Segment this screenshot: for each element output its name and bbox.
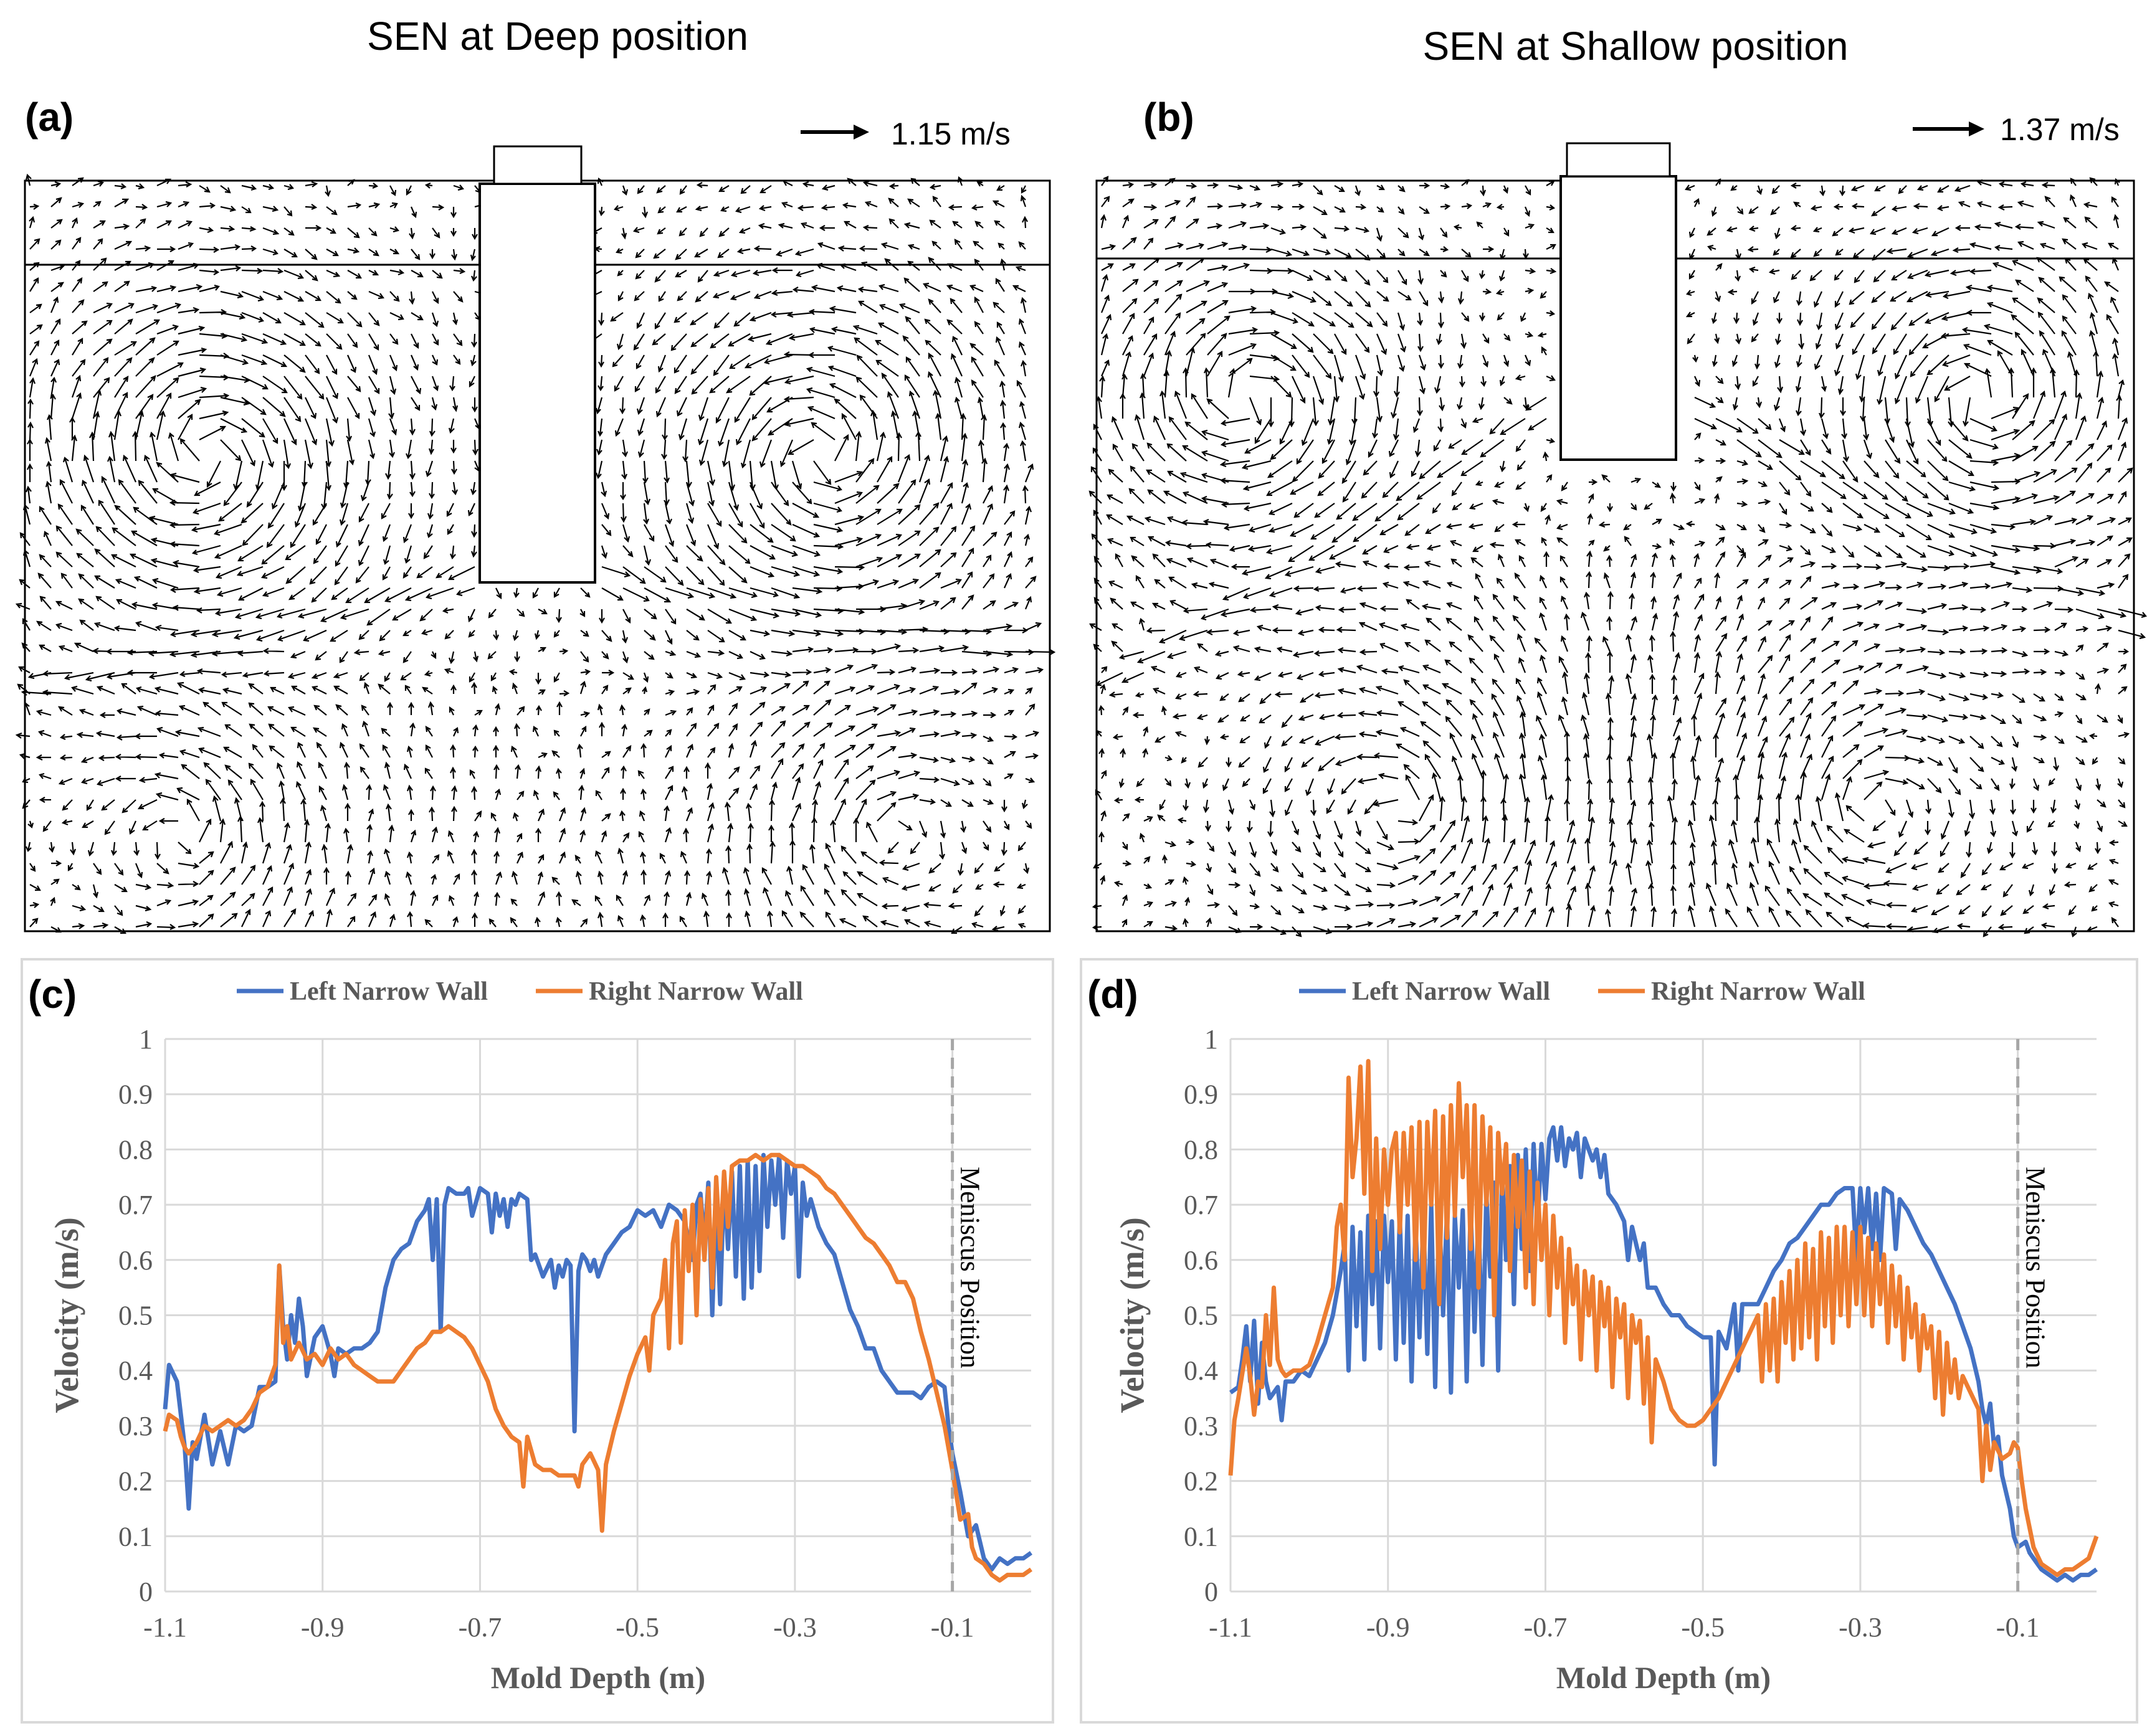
y-tick-label: 0.1 [1184,1521,1218,1552]
chart-c: (c) Left Narrow Wall Right Narrow Wall 0… [21,958,1054,1724]
x-tick-label: -0.5 [616,1612,659,1643]
y-tick-label: 0.2 [118,1466,153,1497]
series-line-left-narrow-wall-d [1229,1125,2098,1583]
y-tick-label: 0.6 [1184,1245,1218,1276]
legend-label-right-c: Right Narrow Wall [589,977,803,1006]
x-tick-label: -0.7 [1524,1612,1568,1643]
y-tick-label: 0.2 [1184,1466,1218,1497]
y-tick-label: 0.5 [1184,1301,1218,1331]
nozzle-b [1559,175,1677,461]
y-tick-label: 0.8 [118,1134,153,1165]
y-tick-label: 1 [1204,1024,1218,1055]
y-tick-label: 0.8 [1184,1134,1218,1165]
meniscus-label-c: Meniscus Position [955,1167,986,1368]
nozzle-top-a [493,145,583,185]
x-tick-label: -0.7 [459,1612,502,1643]
scale-label-a: 1.15 m/s [891,116,1011,151]
y-axis-title-c: Velocity (m/s) [48,1217,85,1413]
y-tick-label: 0.7 [1184,1190,1218,1220]
panel-label-c: (c) [28,972,77,1017]
flow-panel-b: (b) 1.37 m/s [1088,95,2147,937]
nozzle-a [478,183,596,584]
y-tick-label: 0.9 [1184,1079,1218,1110]
scale-arrowhead-a [854,125,869,140]
panel-label-d: (d) [1087,972,1138,1017]
x-tick-label: -0.3 [1839,1612,1882,1643]
panel-label-a: (a) [25,95,74,140]
y-tick-label: 1 [139,1024,153,1055]
y-tick-label: 0 [139,1577,153,1607]
velocity-vectors-a [15,173,1056,934]
x-tick-label: -0.1 [931,1612,974,1643]
y-tick-label: 0.9 [118,1079,153,1110]
series-line-left-narrow-wall-c [163,1152,1033,1572]
legend-label-left-d: Left Narrow Wall [1352,977,1550,1006]
heading-right: SEN at Shallow position [1422,24,1848,69]
panel-label-b: (b) [1143,95,1194,140]
x-axis-title-d: Mold Depth (m) [1556,1660,1771,1695]
y-tick-label: 0.6 [118,1245,153,1276]
vector-field-arrows [1088,176,2147,937]
x-tick-label: -1.1 [1209,1612,1252,1643]
legend-label-right-d: Right Narrow Wall [1651,977,1865,1006]
y-tick-label: 0.7 [118,1190,153,1220]
y-tick-label: 0.5 [118,1301,153,1331]
x-axis-title-c: Mold Depth (m) [491,1660,705,1695]
flow-panel-a: (a) 1.15 m/s [15,95,1056,934]
y-axis-title-d: Velocity (m/s) [1113,1217,1151,1413]
x-tick-label: -0.5 [1681,1612,1725,1643]
x-tick-label: -0.3 [773,1612,817,1643]
x-tick-label: -0.9 [1366,1612,1410,1643]
vector-field-arrows [15,173,1056,934]
chart-frame-c [21,958,1054,1724]
y-tick-label: 0.3 [118,1411,153,1441]
chart-d: (d) Left Narrow Wall Right Narrow Wall 0… [1080,958,2138,1724]
y-tick-label: 0.3 [1184,1411,1218,1441]
x-tick-label: -0.9 [301,1612,345,1643]
heading-left: SEN at Deep position [367,14,748,59]
legend-label-left-c: Left Narrow Wall [290,977,488,1006]
x-tick-label: -1.1 [143,1612,187,1643]
x-tick-label: -0.1 [1996,1612,2040,1643]
scale-label-b: 1.37 m/s [2000,112,2120,147]
x-tick-labels-d: -1.1 -0.9 -0.7 -0.5 -0.3 -0.1 [1209,1612,2039,1643]
y-tick-labels-c: 0 0.1 0.2 0.3 0.4 0.5 0.6 0.7 0.8 0.9 1 [118,1024,153,1607]
grid-c [164,1038,1031,1593]
meniscus-label-d: Meniscus Position [2021,1167,2051,1368]
y-tick-labels-d: 0 0.1 0.2 0.3 0.4 0.5 0.6 0.7 0.8 0.9 1 [1184,1024,1218,1607]
velocity-vectors-b [1088,176,2147,937]
y-tick-label: 0 [1204,1577,1218,1607]
nozzle-top-b [1566,142,1671,178]
legend-c: Left Narrow Wall Right Narrow Wall [237,977,803,1006]
series-line-right-narrow-wall-c [163,1152,1033,1583]
x-tick-labels-c: -1.1 -0.9 -0.7 -0.5 -0.3 -0.1 [143,1612,974,1643]
y-tick-label: 0.4 [118,1355,153,1386]
y-tick-label: 0.1 [118,1521,153,1552]
legend-d: Left Narrow Wall Right Narrow Wall [1299,977,1865,1006]
scale-arrowhead-b [1969,121,1984,136]
y-tick-label: 0.4 [1184,1355,1218,1386]
series-line-right-narrow-wall-d [1228,1059,2099,1577]
